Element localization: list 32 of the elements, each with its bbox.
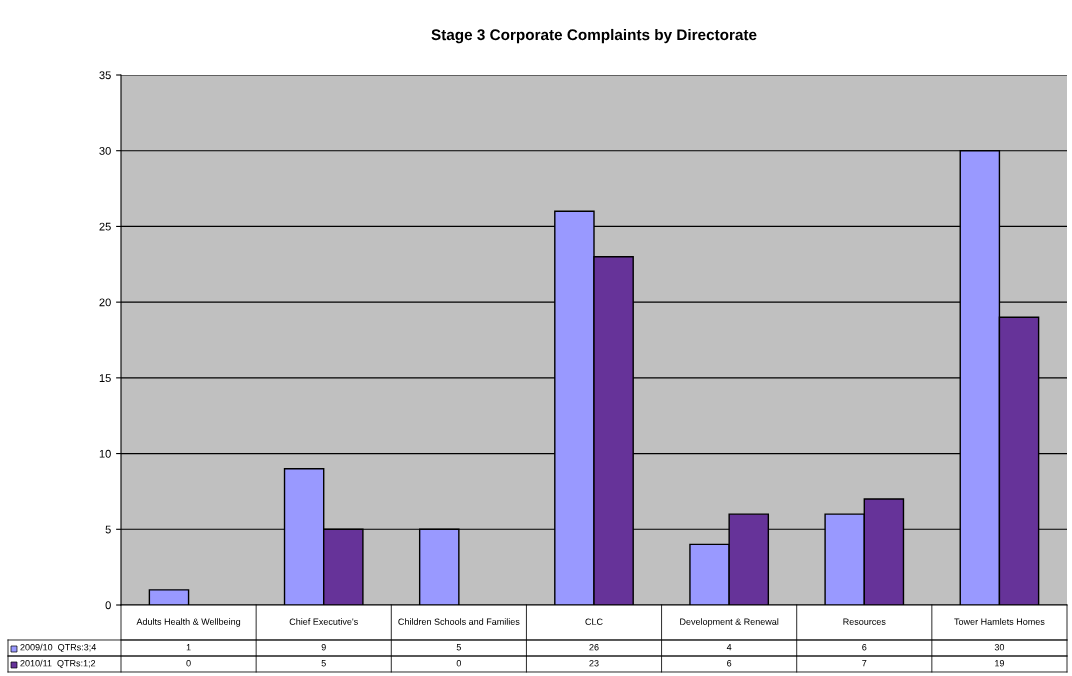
legend-label: 2009/10 QTRs:3;4 <box>20 643 97 653</box>
data-label: 5 <box>456 644 461 651</box>
y-tick-label: 0 <box>105 601 111 610</box>
data-label: 4 <box>726 644 732 651</box>
x-tick-label: Resources <box>843 618 886 625</box>
y-tick-label: 30 <box>99 146 111 155</box>
data-label: 26 <box>589 644 599 651</box>
x-tick-label: Adults Health & Wellbeing <box>136 618 241 627</box>
y-tick-label: 20 <box>99 298 111 307</box>
y-tick-label: 15 <box>99 374 111 382</box>
y-tick-label: 10 <box>99 449 111 458</box>
data-label: 6 <box>862 644 867 651</box>
chart-title: Stage 3 Corporate Complaints by Directorate <box>431 28 757 44</box>
data-label: 7 <box>862 660 867 667</box>
y-tick-label: 5 <box>105 525 111 534</box>
x-tick-label: CLC <box>585 618 603 625</box>
data-label: 5 <box>321 660 326 667</box>
x-tick-label: Development & Renewal <box>680 618 779 627</box>
data-label: 23 <box>589 660 599 667</box>
x-tick-label: Tower Hamlets Homes <box>954 618 1045 625</box>
data-label: 9 <box>321 644 326 651</box>
x-tick-label: Children Schools and Families <box>398 618 520 625</box>
data-label: 0 <box>186 660 191 667</box>
data-label: 19 <box>995 660 1005 667</box>
data-label: 1 <box>186 644 191 651</box>
data-label: 6 <box>727 660 732 667</box>
y-tick-label: 35 <box>99 71 111 80</box>
data-label: 30 <box>994 644 1005 651</box>
legend-label: 2010/11 QTRs:1;2 <box>20 659 96 669</box>
y-tick-label: 25 <box>99 222 111 231</box>
x-tick-label: Chief Executive's <box>289 618 358 625</box>
data-label: 0 <box>456 660 462 667</box>
